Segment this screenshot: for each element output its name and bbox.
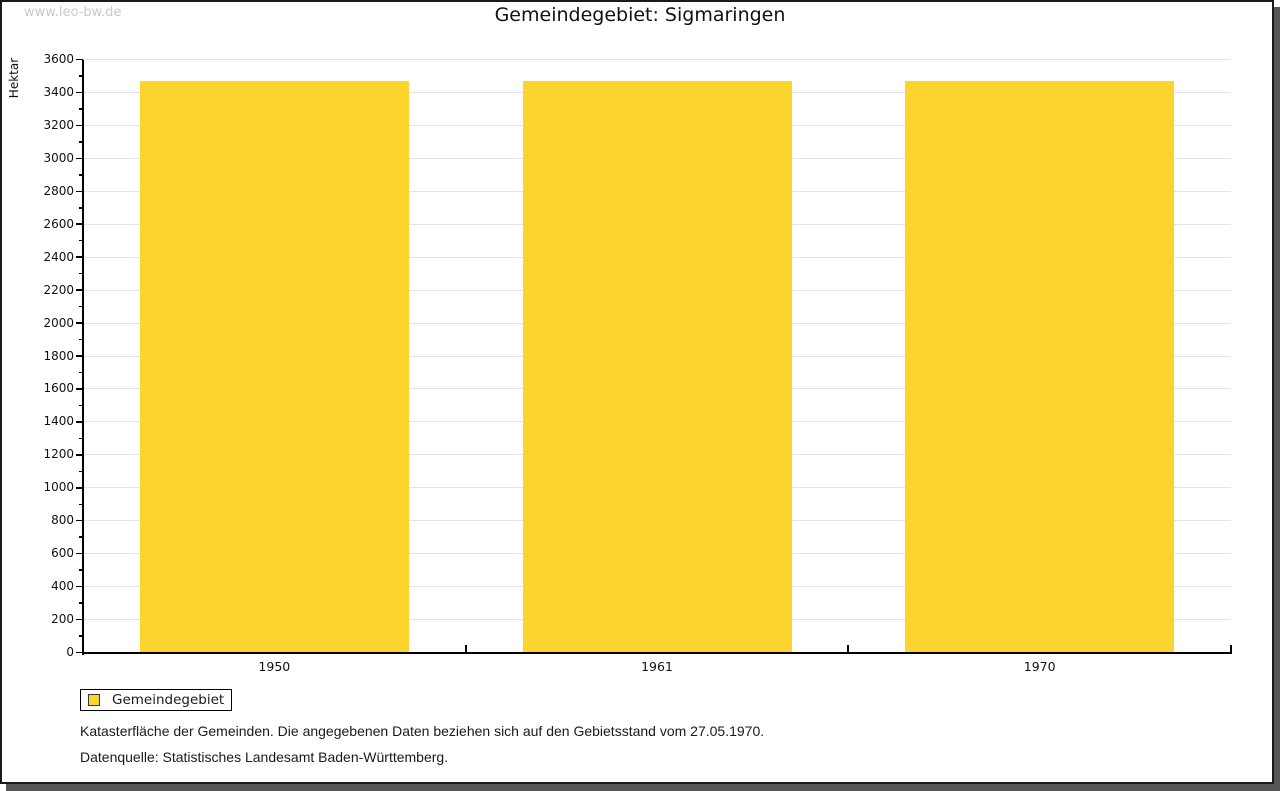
- y-axis-minor-tick: [79, 569, 83, 571]
- y-axis-minor-tick: [79, 503, 83, 505]
- y-axis-major-tick: [76, 322, 83, 324]
- y-axis-minor-tick: [79, 437, 83, 440]
- x-axis-boundary-tick: [847, 644, 850, 653]
- y-axis-minor-tick: [79, 635, 83, 637]
- y-axis-major-tick: [76, 421, 83, 423]
- watermark-text: www.leo-bw.de: [24, 5, 122, 20]
- caption-source-note: Katasterfläche der Gemeinden. Die angege…: [80, 723, 765, 739]
- x-axis-tick-label: 1970: [1023, 658, 1056, 674]
- y-axis-minor-tick: [79, 272, 83, 275]
- y-axis-tick-label: 2600: [43, 216, 74, 231]
- y-axis-tick-label: 2400: [43, 249, 74, 264]
- y-axis-major-tick: [76, 454, 83, 456]
- x-axis-line: [82, 651, 1232, 654]
- y-axis-minor-tick: [79, 338, 83, 341]
- x-axis-boundary-tick: [464, 644, 467, 653]
- y-axis-minor-tick: [79, 404, 83, 407]
- y-axis-major-tick: [76, 157, 83, 160]
- y-axis-tick-label: 1200: [43, 447, 74, 462]
- bar: [905, 80, 1175, 653]
- gridline: [83, 59, 1231, 60]
- bar: [139, 80, 409, 653]
- y-axis-major-tick: [76, 552, 83, 555]
- caption-data-source: Datenquelle: Statistisches Landesamt Bad…: [80, 749, 449, 765]
- x-axis-tick-label: 1950: [258, 658, 291, 674]
- y-axis-line: [82, 59, 84, 655]
- y-axis-minor-tick: [79, 174, 83, 176]
- y-axis-tick-label: 400: [51, 579, 74, 594]
- y-axis-major-tick: [76, 58, 83, 61]
- y-axis-tick-label: 2000: [43, 315, 74, 330]
- y-axis-tick-label: 0: [66, 645, 74, 659]
- y-axis-tick-label: 3000: [43, 150, 74, 165]
- y-axis-tick-label: 1600: [43, 381, 74, 396]
- legend-color-swatch: [88, 694, 100, 706]
- y-axis-major-tick: [76, 487, 83, 489]
- y-axis-tick-label: 3400: [43, 84, 74, 99]
- y-axis-tick-label: 2200: [43, 282, 74, 297]
- chart-title: Gemeindegebiet: Sigmaringen: [494, 4, 786, 26]
- y-axis-major-tick: [76, 124, 83, 127]
- y-axis-tick-label: 1000: [43, 480, 74, 495]
- bar: [522, 80, 792, 653]
- y-axis-minor-tick: [79, 207, 83, 209]
- y-axis-major-tick: [76, 91, 83, 94]
- y-axis-tick-label: 800: [51, 513, 74, 528]
- legend-label: Gemeindegebiet: [112, 692, 225, 708]
- y-axis-minor-tick: [79, 239, 83, 242]
- y-axis-major-tick: [76, 256, 83, 258]
- y-axis-major-tick: [76, 355, 83, 357]
- legend: Gemeindegebiet: [80, 689, 232, 711]
- y-axis-tick-label: 1400: [43, 414, 74, 429]
- y-axis-minor-tick: [79, 75, 83, 77]
- x-axis-boundary-tick: [1230, 644, 1232, 653]
- y-axis-minor-tick: [79, 305, 83, 308]
- y-axis-tick-label: 2800: [43, 183, 74, 198]
- y-axis-major-tick: [76, 651, 83, 654]
- y-axis-minor-tick: [79, 141, 83, 143]
- y-axis-tick-label: 3200: [43, 117, 74, 132]
- x-axis-tick-label: 1961: [641, 658, 673, 674]
- y-axis-minor-tick: [79, 108, 83, 110]
- y-axis-major-tick: [76, 519, 83, 522]
- y-axis-tick-label: 200: [51, 612, 74, 627]
- y-axis-tick-label: 3600: [43, 52, 74, 66]
- y-axis-minor-tick: [79, 602, 83, 604]
- y-axis-tick-label: 1800: [43, 348, 74, 363]
- y-axis-major-tick: [76, 585, 83, 588]
- y-axis-minor-tick: [79, 536, 83, 538]
- y-axis-major-tick: [76, 618, 83, 621]
- y-axis-major-tick: [76, 223, 83, 225]
- y-axis-major-tick: [76, 388, 83, 390]
- y-axis-minor-tick: [79, 371, 83, 374]
- y-axis-major-tick: [76, 190, 83, 193]
- y-axis-major-tick: [76, 289, 83, 291]
- y-axis-tick-label: 600: [51, 546, 74, 561]
- y-axis-minor-tick: [79, 470, 83, 473]
